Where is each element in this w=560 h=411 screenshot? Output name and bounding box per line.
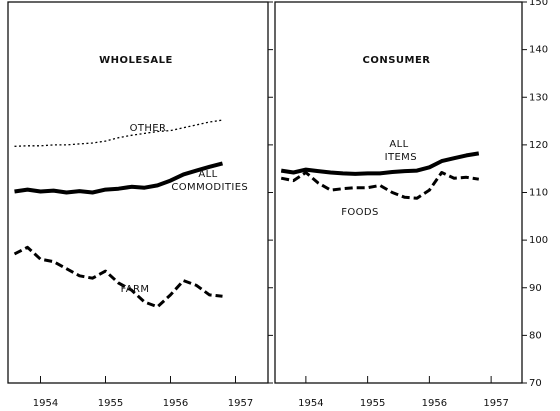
y-tick-label: 90	[529, 283, 542, 294]
y-tick-label: 100	[529, 235, 548, 246]
series-label: ALL COMMODITIES	[168, 169, 248, 193]
series-line	[280, 171, 480, 200]
y-tick-label: 140	[529, 45, 548, 56]
series-label: FARM	[121, 284, 150, 295]
series-label: FOODS	[341, 207, 379, 218]
x-tick-label: 1955	[98, 398, 123, 409]
y-tick-label: 70	[529, 378, 542, 389]
y-tick-label: 150	[529, 0, 548, 8]
series-label: ALL ITEMS	[381, 139, 417, 163]
x-tick-label: 1957	[483, 398, 508, 409]
x-tick-label: 1955	[360, 398, 385, 409]
series-line	[14, 119, 223, 147]
x-tick-label: 1954	[298, 398, 323, 409]
y-tick-label: 130	[529, 92, 548, 103]
x-tick-label: 1957	[228, 398, 253, 409]
series-line	[13, 245, 223, 309]
y-tick-label: 80	[529, 330, 542, 341]
y-tick-label: 120	[529, 140, 548, 151]
series-line	[14, 161, 224, 195]
panel-title: WHOLESALE	[99, 55, 173, 66]
series-line	[280, 151, 480, 176]
x-tick-label: 1956	[163, 398, 188, 409]
x-tick-label: 1954	[33, 398, 58, 409]
y-tick-label: 110	[529, 188, 548, 199]
panel-title: CONSUMER	[362, 55, 430, 66]
x-tick-label: 1956	[422, 398, 447, 409]
series-label: OTHER	[130, 123, 167, 134]
